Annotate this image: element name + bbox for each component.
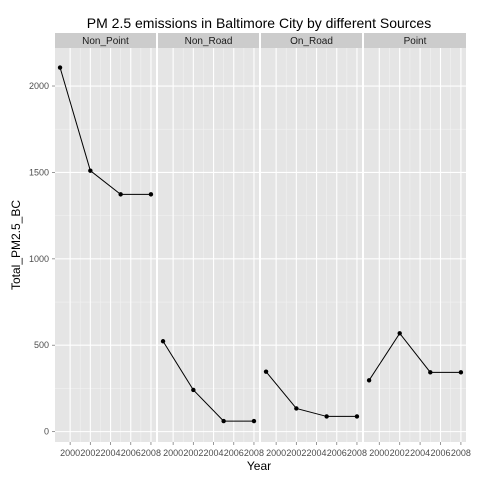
x-tick-label: 2000: [266, 448, 286, 458]
data-point: [263, 369, 269, 374]
x-tick-label: 2002: [286, 448, 306, 458]
facet-on-road: On_Road 2000 2002 2004 2006 2008: [261, 33, 367, 458]
x-tick-label: 2006: [327, 448, 347, 458]
y-tick-label: 500: [34, 340, 49, 350]
x-tick-label: 2000: [163, 448, 183, 458]
x-tick-label: 2000: [369, 448, 389, 458]
data-point: [57, 65, 63, 70]
x-tick-label: 2008: [347, 448, 367, 458]
panel-background: [261, 48, 362, 442]
panel-background: [364, 48, 466, 442]
x-tick-label: 2008: [141, 448, 161, 458]
x-tick-label: 2006: [121, 448, 141, 458]
x-axis-title: Year: [247, 459, 271, 473]
x-tick-label: 2000: [60, 448, 80, 458]
data-point: [160, 339, 166, 344]
strip-label-point: Point: [404, 36, 427, 47]
x-tick-label: 2002: [390, 448, 410, 458]
strip-non-road: [158, 33, 259, 48]
strip-label-non-road: Non_Road: [185, 36, 233, 47]
data-point: [221, 418, 226, 424]
data-point: [88, 168, 93, 173]
series-line-on-road: [265, 371, 357, 417]
series-line-non-point: [59, 67, 151, 195]
x-tick-label: 2004: [204, 448, 224, 458]
y-axis-title: Total_PM2.5_BC: [9, 200, 23, 290]
x-tick-label: 2008: [244, 448, 264, 458]
strip-non-point: [55, 33, 156, 48]
x-tick-label: 2002: [183, 448, 203, 458]
chart-title: PM 2.5 emissions in Baltimore City by di…: [87, 15, 431, 31]
data-point: [458, 370, 464, 375]
data-point: [294, 406, 299, 411]
data-point: [251, 418, 257, 424]
data-point: [397, 331, 402, 336]
y-tick-label: 0: [44, 427, 49, 437]
data-point: [428, 370, 433, 375]
facet-non-point: Non_Point 2000 2002 2004 2006 2008: [55, 33, 161, 458]
data-point: [191, 387, 196, 393]
data-point: [354, 414, 360, 419]
data-point: [324, 414, 329, 419]
x-tick-label: 2004: [307, 448, 327, 458]
facet-non-road: Non_Road 2000 2002 2004 2006 2008: [158, 33, 264, 458]
series-line-non-road: [162, 340, 254, 422]
strip-point: [364, 33, 466, 48]
panel-background: [55, 48, 156, 442]
data-point: [366, 378, 372, 383]
data-point: [148, 192, 154, 197]
x-tick-label: 2002: [80, 448, 100, 458]
x-tick-label: 2004: [101, 448, 121, 458]
series-line-point: [368, 332, 461, 381]
y-tick-label: 1000: [29, 254, 49, 264]
strip-label-non-point: Non_Point: [82, 36, 129, 47]
x-tick-label: 2006: [224, 448, 244, 458]
strip-on-road: [261, 33, 362, 48]
y-tick-label: 1500: [29, 167, 49, 177]
data-point: [118, 192, 123, 197]
y-axis: 0 500 1000 1500 2000: [29, 81, 55, 437]
y-tick-label: 2000: [29, 81, 49, 91]
x-tick-label: 2006: [430, 448, 450, 458]
x-tick-label: 2004: [410, 448, 430, 458]
facet-point: Point 2000 2002 2004 2006 2008: [364, 33, 471, 458]
x-tick-label: 2008: [451, 448, 471, 458]
strip-label-on-road: On_Road: [290, 36, 333, 47]
panel-background: [158, 48, 259, 442]
